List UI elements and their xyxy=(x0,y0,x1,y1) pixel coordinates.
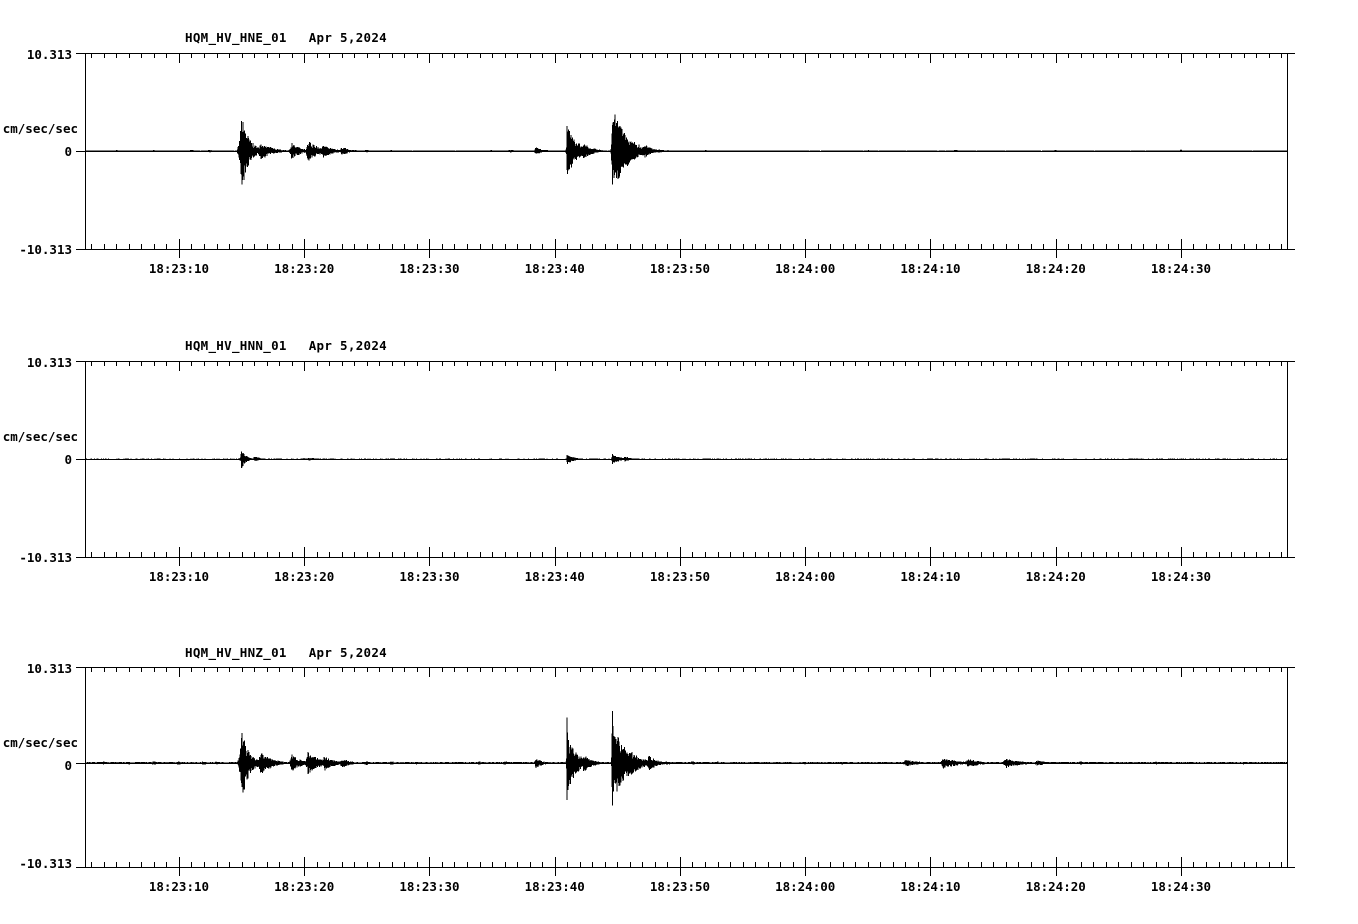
x-axis-tick-label: 18:23:50 xyxy=(649,261,711,276)
panel-channel-label: HQM_HV_HNN_01 xyxy=(185,338,287,353)
x-axis-tick-label: 18:23:40 xyxy=(524,569,585,584)
x-axis-tick-label: 18:23:10 xyxy=(148,879,210,894)
x-axis-tick-label: 18:23:40 xyxy=(524,261,585,276)
seismogram-panel-hnz: HQM_HV_HNZ_01 Apr 5,2024 10.313 cm/sec/se… xyxy=(0,645,1358,920)
x-axis-tick-label: 18:24:00 xyxy=(775,879,836,894)
x-axis-tick-label: 18:23:20 xyxy=(274,879,335,894)
x-axis-tick-label: 18:23:30 xyxy=(399,569,460,584)
waveform-plot-hne xyxy=(76,53,1295,258)
y-axis-max-label: 10.313 xyxy=(26,661,72,676)
x-axis-tick-label: 18:23:30 xyxy=(399,879,460,894)
panel-title-hnz: HQM_HV_HNZ_01 Apr 5,2024 xyxy=(185,645,387,660)
x-axis-tick-label: 18:24:30 xyxy=(1150,879,1212,894)
y-axis-units-label: cm/sec/sec xyxy=(2,735,78,750)
panel-title-hne: HQM_HV_HNE_01 Apr 5,2024 xyxy=(185,30,387,45)
y-axis-max-label: 10.313 xyxy=(26,47,72,62)
x-axis-tick-label: 18:24:20 xyxy=(1025,261,1086,276)
x-axis-tick-label: 18:23:10 xyxy=(148,261,210,276)
y-axis-max-label: 10.313 xyxy=(26,355,72,370)
y-axis-min-label: -10.313 xyxy=(19,242,72,257)
x-axis-tick-label: 18:23:30 xyxy=(399,261,460,276)
y-axis-min-label: -10.313 xyxy=(19,550,72,565)
y-axis-units-label: cm/sec/sec xyxy=(2,429,78,444)
x-axis-tick-label: 18:23:20 xyxy=(274,261,335,276)
x-axis-tick-label: 18:23:50 xyxy=(649,879,711,894)
y-axis-zero-label: 0 xyxy=(64,144,72,159)
panel-title-hnn: HQM_HV_HNN_01 Apr 5,2024 xyxy=(185,338,387,353)
y-axis-zero-label: 0 xyxy=(64,758,72,773)
x-axis-tick-label: 18:24:00 xyxy=(775,261,836,276)
x-axis-tick-label: 18:24:10 xyxy=(900,261,961,276)
panel-date-label: Apr 5,2024 xyxy=(308,338,387,353)
panel-channel-label: HQM_HV_HNE_01 xyxy=(185,30,287,45)
waveform-plot-hnz xyxy=(76,667,1295,876)
panel-channel-label: HQM_HV_HNZ_01 xyxy=(185,645,287,660)
seismogram-panel-hnn: HQM_HV_HNN_01 Apr 5,2024 10.313 cm/sec/se… xyxy=(0,338,1358,608)
x-axis-tick-label: 18:23:40 xyxy=(524,879,585,894)
x-axis-tick-label: 18:23:10 xyxy=(148,569,210,584)
x-axis-tick-label: 18:23:50 xyxy=(649,569,711,584)
seismogram-panel-hne: HQM_HV_HNE_01 Apr 5,2024 10.313 cm/sec/se… xyxy=(0,30,1358,300)
x-axis-tick-label: 18:24:10 xyxy=(900,879,961,894)
panel-date-label: Apr 5,2024 xyxy=(308,645,387,660)
y-axis-units-label: cm/sec/sec xyxy=(2,121,78,136)
x-axis-tick-label: 18:24:30 xyxy=(1150,261,1212,276)
x-axis-tick-label: 18:24:10 xyxy=(900,569,961,584)
waveform-plot-hnn xyxy=(76,361,1295,566)
x-axis-tick-label: 18:24:00 xyxy=(775,569,836,584)
x-axis-tick-label: 18:23:20 xyxy=(274,569,335,584)
y-axis-zero-label: 0 xyxy=(64,452,72,467)
x-axis-tick-label: 18:24:30 xyxy=(1150,569,1212,584)
x-axis-tick-label: 18:24:20 xyxy=(1025,879,1086,894)
panel-date-label: Apr 5,2024 xyxy=(308,30,387,45)
y-axis-min-label: -10.313 xyxy=(19,856,72,871)
x-axis-tick-label: 18:24:20 xyxy=(1025,569,1086,584)
